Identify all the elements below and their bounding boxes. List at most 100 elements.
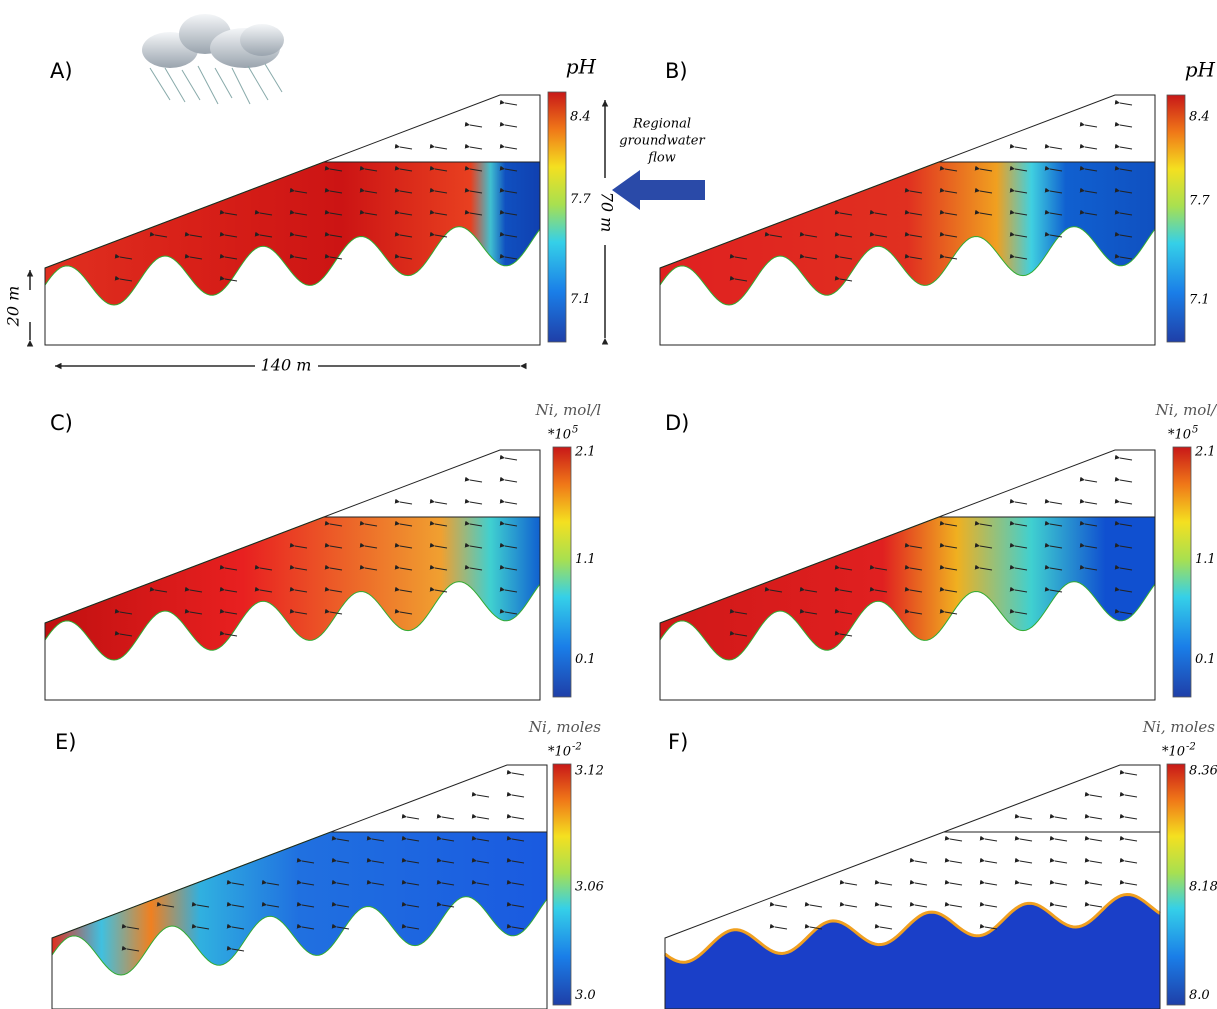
flow-vector [904,542,923,549]
flow-vector [254,564,273,571]
flow-vector [1009,564,1028,571]
flow-vector [219,586,238,593]
flow-vector [1014,813,1033,820]
flow-vector [289,586,308,593]
saturated-zone [51,831,548,976]
flow-vector [471,857,490,864]
flow-vector [429,520,448,527]
flow-vector [939,231,958,238]
flow-vector [869,209,888,216]
flow-vector [804,923,823,930]
flow-vector [114,253,133,260]
flow-vector [499,498,518,505]
flow-vector [904,608,923,615]
flow-vector [184,253,203,260]
flow-vector [1049,901,1068,908]
flow-vector [261,879,280,886]
flow-vector [394,520,413,527]
flow-vector [324,209,343,216]
flow-vector [1079,520,1098,527]
flow-vector [401,879,420,886]
flow-vector [359,564,378,571]
flow-vector [1044,143,1063,150]
flow-vector [289,608,308,615]
flow-vector [114,608,133,615]
flow-vector [394,498,413,505]
flow-vector [191,901,210,908]
flow-vector [296,879,315,886]
flow-vector [499,476,518,483]
flow-vector [121,923,140,930]
flow-vector [1079,143,1098,150]
flow-vector [464,121,483,128]
flow-vector [1009,608,1028,615]
flow-vector [184,231,203,238]
flow-vector [464,209,483,216]
panel-label: C) [50,411,73,435]
flow-vector [834,630,853,637]
flow-vector [974,542,993,549]
colorbar-tick-label: 1.1 [575,552,596,567]
flow-vector [1114,542,1133,549]
flow-vector [979,857,998,864]
flow-vector [799,608,818,615]
flow-vector [394,143,413,150]
flow-vector [1014,879,1033,886]
colorbar-tick-label: 0.1 [1195,652,1216,667]
flow-vector [939,209,958,216]
colorbar-tick-label: 2.1 [574,445,596,460]
flow-vector [254,231,273,238]
domain-outline [659,94,1156,346]
flow-vector [974,209,993,216]
colorbar [552,446,572,698]
flow-vector [156,901,175,908]
flow-vector [471,813,490,820]
flow-vector [834,231,853,238]
colorbar-title: Ni, moles [1142,718,1215,736]
flow-vector [506,813,525,820]
panel-label: F) [668,730,688,754]
flow-vector [366,857,385,864]
flow-vector [909,879,928,886]
flow-vector [1119,791,1138,798]
flow-vector [1119,835,1138,842]
length-label: 140 m [261,356,312,375]
saturated-zone [659,161,1156,306]
flow-vector [979,901,998,908]
colorbar-title: pH [1185,58,1216,82]
flow-vector [1044,209,1063,216]
flow-vector [904,564,923,571]
flow-vector [904,209,923,216]
flow-label: groundwater [619,134,705,149]
flow-vector [1079,564,1098,571]
colorbar-title: pH [566,55,597,79]
flow-vector [1079,498,1098,505]
flow-vector [324,165,343,172]
flow-vector [1114,121,1133,128]
colorbar-multiplier: *10 [1162,745,1185,760]
flow-vector [764,231,783,238]
flow-vector [289,564,308,571]
flow-vector [1114,231,1133,238]
colorbar-tick-label: 3.12 [575,764,604,779]
panel [664,764,1161,1009]
flow-vector [974,520,993,527]
colorbar-exponent: -2 [572,742,582,753]
flow-vector [401,813,420,820]
flow-vector [324,520,343,527]
saturated-zone [659,516,1156,661]
flow-vector [1079,542,1098,549]
flow-vector [904,253,923,260]
colorbar-tick-label: 8.36 [1189,764,1217,779]
flow-vector [1009,231,1028,238]
flow-vector [1009,520,1028,527]
flow-vector [226,923,245,930]
saturated-zone [44,516,541,661]
colorbar-tick-label: 8.0 [1189,988,1210,1003]
flow-vector [219,253,238,260]
domain-outline [659,449,1156,701]
flow-vector [1009,143,1028,150]
colorbar-title: Ni, mol/l [535,401,602,419]
flow-vector [1014,857,1033,864]
flow-vector [401,923,420,930]
